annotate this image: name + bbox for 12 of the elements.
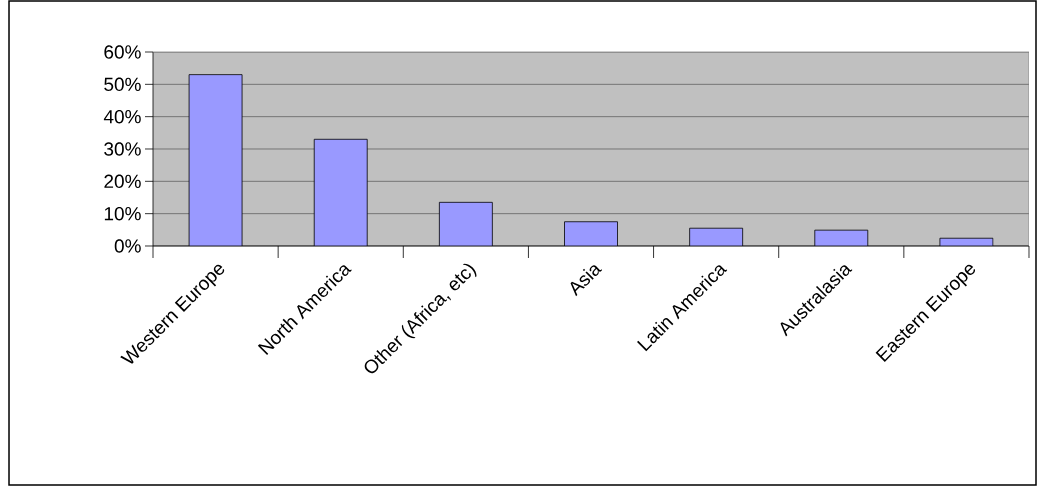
bar: [314, 139, 368, 246]
y-tick-label: 20%: [104, 174, 141, 189]
x-tick-label: Asia: [570, 265, 603, 297]
y-tick-label: 40%: [103, 109, 141, 124]
y-tick-label: 50%: [104, 77, 141, 92]
y-tick-label: 60%: [104, 45, 141, 59]
y-tick-label: 10%: [104, 206, 141, 221]
bar: [439, 202, 493, 246]
bar: [564, 221, 618, 246]
y-tick-label: 0%: [114, 239, 141, 253]
bar: [189, 74, 243, 246]
y-tick-label: 30%: [104, 142, 141, 156]
